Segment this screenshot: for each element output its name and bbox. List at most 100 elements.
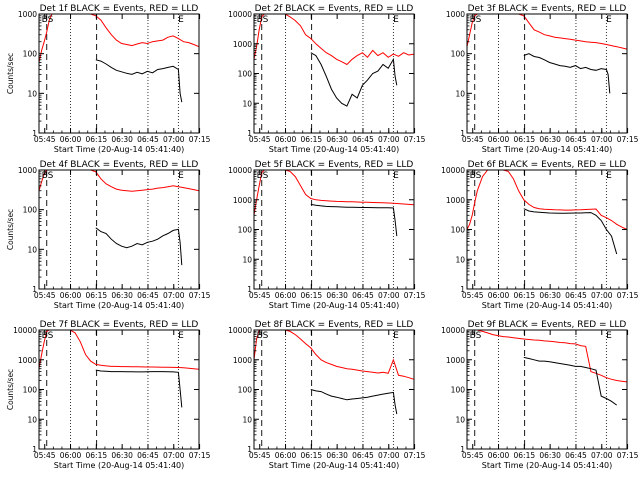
y-axis-label: Counts/sec <box>6 53 15 94</box>
x-tick-label: 06:30 <box>326 135 348 144</box>
y-tick-label: 100 <box>451 386 466 395</box>
y-tick-label: 10000 <box>13 326 37 335</box>
x-tick-label: 07:00 <box>163 291 185 300</box>
x-tick-label: 06:30 <box>326 451 348 460</box>
x-tick-label: 06:15 <box>514 135 536 144</box>
x-axis-label: Start Time (20-Aug-14 05:41:40) <box>54 145 185 154</box>
y-tick-label: 10 <box>242 415 252 424</box>
plot-frame <box>38 13 200 134</box>
events-rate-line <box>523 208 618 255</box>
x-tick-label: 07:00 <box>591 451 613 460</box>
x-axis-label: Start Time (20-Aug-14 05:41:40) <box>54 301 185 310</box>
e-marker: E <box>178 331 184 341</box>
x-tick-label: 06:45 <box>565 135 587 144</box>
panel-title: Det 4f BLACK = Events, RED = LLD <box>40 160 199 170</box>
x-tick-label: 05:45 <box>249 135 271 144</box>
x-tick-label: 06:00 <box>275 135 297 144</box>
x-tick-label: 06:15 <box>86 451 108 460</box>
e-marker: E <box>393 15 399 25</box>
bs-marker: BS <box>470 331 482 341</box>
bs-marker: BS <box>42 171 54 181</box>
lld-rate-line <box>38 329 200 370</box>
x-tick-label: 06:45 <box>352 291 374 300</box>
x-tick-label: 07:00 <box>378 451 400 460</box>
x-axis-label: Start Time (20-Aug-14 05:41:40) <box>482 145 613 154</box>
y-tick-label: 1000 <box>446 356 465 365</box>
y-tick-label: 100 <box>451 50 466 59</box>
y-tick-label: 10 <box>242 255 252 264</box>
x-tick-label: 07:00 <box>591 135 613 144</box>
y-tick-label: 10 <box>27 245 37 254</box>
events-rate-line <box>95 227 183 266</box>
y-tick-label: 1000 <box>18 356 37 365</box>
x-tick-label: 06:00 <box>275 291 297 300</box>
x-tick-label: 06:00 <box>488 451 510 460</box>
lld-rate-line <box>467 329 628 383</box>
panel-title: Det 3f BLACK = Events, RED = LLD <box>468 4 627 14</box>
panel-title: Det 2f BLACK = Events, RED = LLD <box>255 4 414 14</box>
x-tick-label: 06:30 <box>539 291 561 300</box>
y-axis-label: Counts/sec <box>6 209 15 250</box>
lld-rate-line <box>38 169 200 192</box>
x-tick-label: 06:00 <box>488 291 510 300</box>
x-tick-label: 05:45 <box>249 451 271 460</box>
x-tick-label: 05:45 <box>34 451 56 460</box>
x-tick-label: 06:15 <box>301 135 323 144</box>
bs-marker: BS <box>257 331 269 341</box>
panel-title: Det 1f BLACK = Events, RED = LLD <box>40 4 199 14</box>
y-tick-label: 10 <box>27 89 37 98</box>
y-tick-label: 10000 <box>228 10 252 19</box>
x-tick-label: 07:00 <box>591 291 613 300</box>
y-tick-label: 10000 <box>441 326 465 335</box>
x-tick-label: 06:45 <box>352 135 374 144</box>
x-axis-label: Start Time (20-Aug-14 05:41:40) <box>269 145 400 154</box>
x-tick-label: 05:45 <box>462 451 484 460</box>
x-tick-label: 06:30 <box>111 451 133 460</box>
x-tick-label: 07:15 <box>404 451 426 460</box>
events-rate-line <box>95 369 183 408</box>
x-tick-label: 06:15 <box>301 451 323 460</box>
y-tick-label: 1000 <box>18 10 37 19</box>
x-tick-label: 05:45 <box>462 291 484 300</box>
x-tick-label: 06:00 <box>275 451 297 460</box>
x-axis-label: Start Time (20-Aug-14 05:41:40) <box>269 461 400 470</box>
x-tick-label: 07:15 <box>617 135 639 144</box>
x-tick-label: 07:15 <box>404 291 426 300</box>
y-tick-label: 1 <box>460 129 465 138</box>
x-tick-label: 06:45 <box>565 451 587 460</box>
y-tick-label: 1000 <box>233 40 252 49</box>
x-tick-label: 06:45 <box>137 291 159 300</box>
lld-rate-line <box>38 13 200 63</box>
events-rate-line <box>523 356 617 406</box>
bs-marker: BS <box>470 171 482 181</box>
bs-marker: BS <box>257 15 269 25</box>
x-tick-label: 07:15 <box>189 135 211 144</box>
panel-title: Det 5f BLACK = Events, RED = LLD <box>255 160 414 170</box>
y-tick-label: 10000 <box>228 166 252 175</box>
x-tick-label: 07:15 <box>189 451 211 460</box>
e-marker: E <box>393 331 399 341</box>
x-tick-label: 06:30 <box>539 451 561 460</box>
x-tick-label: 06:15 <box>86 135 108 144</box>
plot-frame <box>466 169 628 290</box>
x-tick-label: 06:45 <box>565 291 587 300</box>
panel-title: Det 7f BLACK = Events, RED = LLD <box>40 320 199 330</box>
x-tick-label: 06:15 <box>86 291 108 300</box>
y-tick-label: 10000 <box>228 326 252 335</box>
x-tick-label: 07:15 <box>617 291 639 300</box>
y-tick-label: 1000 <box>446 196 465 205</box>
events-rate-line <box>310 52 398 107</box>
y-tick-label: 100 <box>238 226 253 235</box>
e-marker: E <box>393 171 399 181</box>
lld-rate-line <box>253 329 415 380</box>
lld-rate-line <box>253 169 415 216</box>
y-tick-label: 10 <box>455 415 465 424</box>
e-marker: E <box>606 171 612 181</box>
x-tick-label: 06:30 <box>111 135 133 144</box>
x-tick-label: 05:45 <box>462 135 484 144</box>
y-tick-label: 100 <box>238 386 253 395</box>
